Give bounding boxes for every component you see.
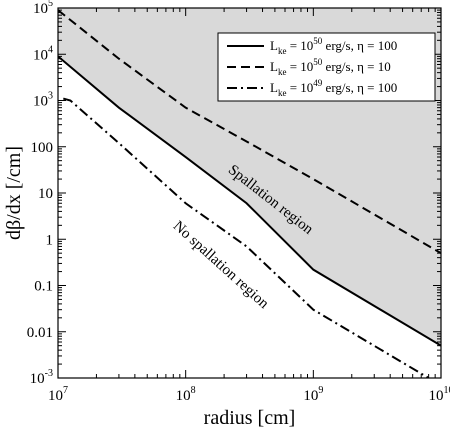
y-axis-label: dβ/dx [/cm] [3,146,25,240]
y-tick-label: 100 [31,140,54,156]
legend-entry-2: Lke = 1050 erg/s, η = 10 [270,57,391,77]
y-tick-label: 0.1 [34,279,53,295]
legend-entry-1: Lke = 1050 erg/s, η = 100 [270,36,397,56]
annotation-no-spallation-region: No spallation region [170,218,272,312]
y-tick-label: 104 [33,44,53,63]
y-tick-label: 10 [38,186,53,202]
y-tick-label: 1 [46,232,54,248]
x-tick-label: 107 [48,385,68,404]
series-line-2 [58,9,441,255]
y-tick-label: 103 [33,91,53,110]
series-line-1 [58,55,441,347]
series-line-3 [63,97,430,378]
x-tick-label: 108 [176,385,196,404]
x-tick-label: 109 [303,385,323,404]
y-tick-label: 10-3 [30,368,53,387]
y-tick-label: 0.01 [27,325,53,341]
legend-entry-3: Lke = 1049 erg/s, η = 100 [270,78,397,98]
y-tick-label: 105 [33,0,53,17]
legend-box [217,32,436,102]
x-axis-label: radius [cm] [204,407,296,429]
